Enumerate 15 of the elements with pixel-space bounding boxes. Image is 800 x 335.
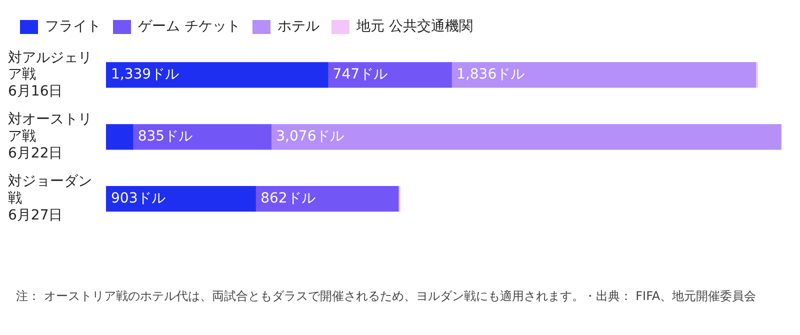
- text: 注： オーストリア戦のホテル代は、両試合ともダラスで開催されるため、ヨルダン戦にも適用されます。・出典： FIFA、地元開催委員会: [16, 288, 758, 305]
- legend-label: ゲーム チケット: [138, 18, 240, 35]
- legend-label: 地元 公共交通機関: [355, 18, 473, 35]
- data-label: 3,076ドル: [276, 128, 344, 145]
- y-tick-label: 対アルジェリア戦 6月16日: [8, 50, 92, 100]
- legend-label: フライト: [45, 18, 101, 35]
- data-label: 1,836ドル: [456, 66, 525, 83]
- legend-label: ホテル: [277, 18, 320, 35]
- data-label: 835ドル: [138, 128, 193, 145]
- data-label: 747ドル: [332, 66, 388, 83]
- y-tick-label: 対ジョーダン戦 6月27日: [8, 174, 92, 224]
- data-label: 862ドル: [260, 190, 316, 206]
- data-label: 903ドル: [111, 190, 166, 206]
- y-tick-label: 対オーストリア戦 6月22日: [8, 112, 92, 162]
- data-label: 1,339ドル: [111, 66, 180, 83]
